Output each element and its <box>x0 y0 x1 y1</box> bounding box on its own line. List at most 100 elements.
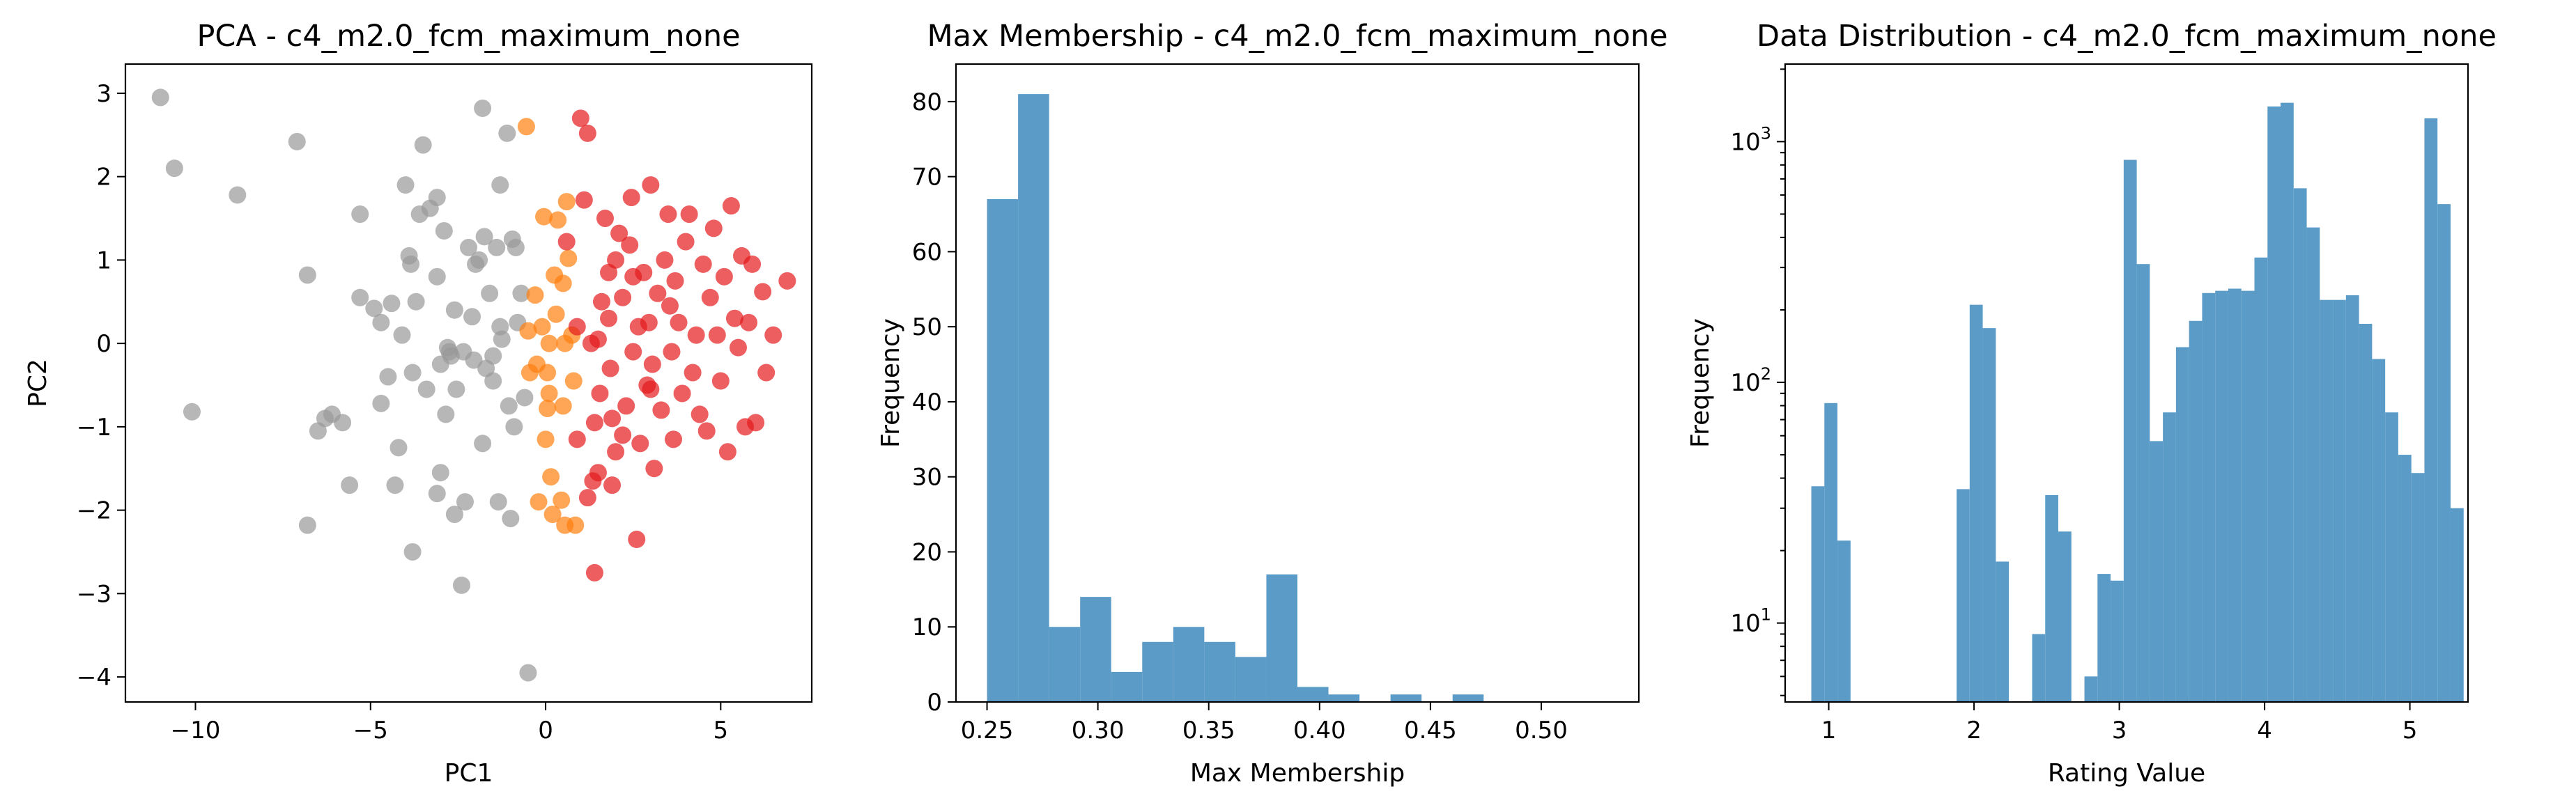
scatter-point <box>519 322 537 340</box>
scatter-point <box>614 426 632 444</box>
scatter-point <box>591 384 609 403</box>
y-tick-label: 0 <box>96 330 111 358</box>
scatter-point <box>379 368 397 386</box>
scatter-point <box>645 460 663 478</box>
scatter-point <box>578 489 596 507</box>
scatter-point <box>659 205 677 224</box>
y-tick-label: −3 <box>77 580 111 608</box>
histogram-bar <box>2267 106 2281 702</box>
histogram-bar <box>2189 320 2203 702</box>
histogram-bar <box>1811 486 1825 702</box>
y-axis-label: Frequency <box>877 318 905 448</box>
histogram-bar <box>2136 264 2150 702</box>
y-tick-label: 70 <box>912 164 942 192</box>
max-membership-histogram: 0.25 0.30 0.35 0.40 0.45 0.50 0 10 20 30 40 50 60 70 8… <box>877 19 1668 788</box>
scatter-point <box>652 401 670 419</box>
histogram-bar <box>2202 292 2216 702</box>
chart-title: Max Membership - c4_m2.0_fcm_maximum_non… <box>927 19 1667 54</box>
y-tick-label: 1 <box>96 247 111 274</box>
scatter-point <box>484 372 502 390</box>
y-tick-label: 60 <box>912 238 942 266</box>
scatter-point <box>403 364 422 382</box>
scatter-point <box>722 197 740 215</box>
histogram-bar <box>1266 574 1297 702</box>
scatter-point <box>729 338 747 357</box>
x-tick-label: 4 <box>2257 717 2272 744</box>
scatter-point <box>539 364 557 382</box>
histogram-bar <box>2385 412 2398 702</box>
scatter-point <box>600 263 618 281</box>
x-tick-label: 0 <box>538 717 553 744</box>
y-tick-label: 80 <box>912 88 942 116</box>
y-tick-label: 103 <box>1730 123 1771 156</box>
x-tick-label: 2 <box>1966 717 1982 744</box>
scatter-point <box>372 313 390 331</box>
scatter-point <box>764 326 782 344</box>
scatter-point <box>631 435 649 453</box>
x-axis-label: Rating Value <box>2048 759 2205 788</box>
scatter-point <box>341 476 359 494</box>
scatter-point <box>743 255 762 273</box>
scatter-point <box>601 359 619 377</box>
histogram-bar <box>1957 489 1970 702</box>
histogram-bar <box>2163 412 2176 702</box>
scatter-point <box>621 236 639 254</box>
scatter-point <box>547 305 565 323</box>
scatter-point <box>617 397 635 415</box>
scatter-point <box>554 274 572 292</box>
scatter-point <box>673 384 691 403</box>
histogram-bar <box>2254 257 2268 702</box>
x-tick-label: 5 <box>714 717 729 744</box>
histogram-bar <box>1982 328 1996 702</box>
axes-frame <box>124 63 813 703</box>
scatter-point <box>507 238 525 256</box>
scatter-point <box>589 330 607 348</box>
scatter-point <box>711 372 730 390</box>
scatter-point <box>288 132 306 150</box>
scatter-point <box>725 309 743 327</box>
scatter-point <box>539 400 557 418</box>
scatter-point <box>704 219 723 237</box>
histogram-bar <box>2398 455 2412 702</box>
histogram-bar <box>2097 574 2111 702</box>
x-tick-label: 0.40 <box>1293 717 1346 744</box>
scatter-point <box>365 299 383 318</box>
x-tick-label: −5 <box>353 717 388 744</box>
scatter-point <box>554 397 572 415</box>
scatter-point <box>396 176 415 194</box>
scatter-point <box>491 176 509 194</box>
scatter-point <box>680 205 698 224</box>
histogram-bar <box>2175 347 2189 702</box>
scatter-point <box>493 330 511 348</box>
scatter-point <box>428 189 446 207</box>
scatter-point <box>474 435 492 453</box>
scatter-point <box>428 485 446 503</box>
scatter-point <box>610 224 628 242</box>
scatter-point <box>640 313 658 331</box>
histogram-bar <box>2123 159 2137 702</box>
histogram-bar <box>2372 359 2386 702</box>
scatter-point <box>708 326 726 344</box>
histogram-bar <box>1390 694 1422 702</box>
histogram-bar <box>2045 494 2058 702</box>
scatter-point <box>663 343 681 361</box>
scatter-point <box>715 267 733 286</box>
scatter-point <box>571 109 589 127</box>
scatter-point <box>600 309 618 327</box>
scatter-point <box>564 372 583 390</box>
histogram-bar <box>2450 508 2464 702</box>
scatter-point <box>533 318 551 336</box>
histogram-bar <box>2424 118 2438 702</box>
y-axis-label: Frequency <box>1686 318 1715 448</box>
scatter-point <box>578 124 596 142</box>
scatter-point <box>474 99 492 117</box>
scatter-point <box>165 159 183 178</box>
x-tick-label: 5 <box>2403 717 2418 744</box>
scatter-point <box>519 664 537 682</box>
scatter-point <box>456 493 474 511</box>
histogram-bar <box>2150 441 2164 702</box>
y-tick-label: 40 <box>912 389 942 416</box>
histogram-bar <box>1452 694 1484 702</box>
scatter-point <box>470 251 488 269</box>
